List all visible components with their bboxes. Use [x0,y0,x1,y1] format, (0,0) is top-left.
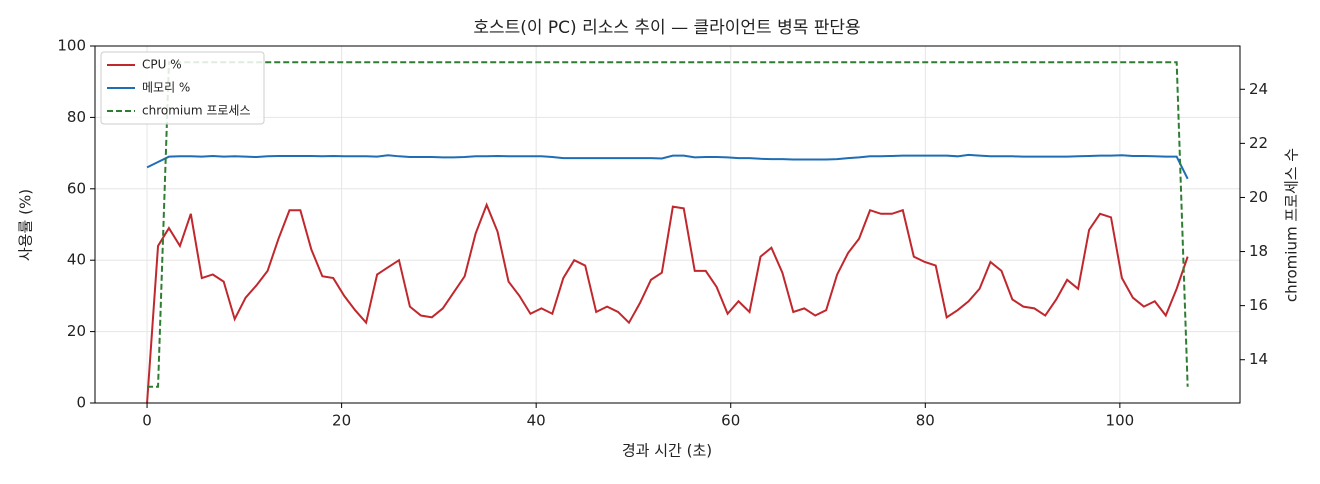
y2-tick-label: 24 [1249,80,1268,98]
legend-label: 메모리 % [142,81,190,95]
x-axis-label: 경과 시간 (초) [622,442,712,460]
legend-label: chromium 프로세스 [142,104,251,118]
x-tick-label: 100 [1106,412,1135,430]
plot-frame [94,45,1241,404]
y2-axis-label: chromium 프로세스 수 [1283,148,1301,302]
x-tick-label: 20 [332,412,351,430]
y-tick-label: 40 [67,251,86,269]
y-tick-label: 20 [67,322,86,340]
series-line [146,202,1189,404]
y2-tick-label: 20 [1249,188,1268,206]
y2-tick-label: 14 [1249,350,1268,368]
y2-tick-label: 16 [1249,296,1268,314]
y-tick-label: 60 [67,179,86,197]
series-line [146,153,1189,180]
y2-tick-label: 18 [1249,242,1268,260]
x-tick-label: 0 [142,412,152,430]
y-axis-label: 사용률 (%) [17,189,35,261]
legend-label: CPU % [142,58,182,72]
series-line [147,61,1189,388]
y-tick-label: 0 [76,394,86,412]
x-tick-label: 80 [916,412,935,430]
x-tick-label: 40 [527,412,546,430]
legend-box [100,51,265,125]
chart-title: 호스트(이 PC) 리소스 추이 — 클라이언트 병목 판단용 [473,18,860,38]
x-tick-label: 60 [721,412,740,430]
y-tick-label: 100 [57,37,86,55]
y-tick-label: 80 [67,108,86,126]
y2-tick-label: 22 [1249,134,1268,152]
